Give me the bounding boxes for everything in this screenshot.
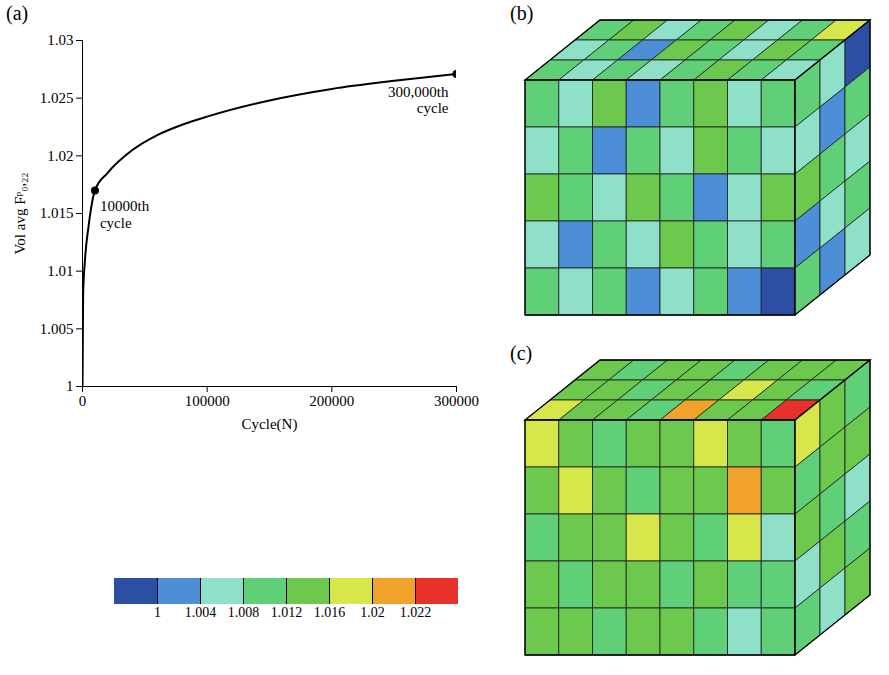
- svg-text:1.004: 1.004: [185, 605, 217, 620]
- svg-text:1.008: 1.008: [228, 605, 260, 620]
- svg-text:200000: 200000: [309, 393, 354, 409]
- html-text:(c): (c): [510, 342, 533, 364]
- svg-text:1.01: 1.01: [47, 263, 73, 279]
- svg-text:300000: 300000: [434, 393, 479, 409]
- svg-text:10000thcycle: 10000thcycle: [100, 198, 150, 231]
- svg-text:1.02: 1.02: [47, 148, 73, 164]
- svg-text:1: 1: [154, 605, 161, 620]
- svg-text:1.03: 1.03: [47, 32, 73, 48]
- svg-text:1: 1: [66, 378, 74, 394]
- svg-text:1.016: 1.016: [314, 605, 346, 620]
- svg-text:1.025: 1.025: [40, 90, 74, 106]
- svg-text:1.015: 1.015: [40, 205, 74, 221]
- svg-text:1.005: 1.005: [40, 321, 74, 337]
- svg-text:Vol avg Fᵖ₀,₂₂: Vol avg Fᵖ₀,₂₂: [12, 172, 28, 254]
- svg-text:1.012: 1.012: [271, 605, 303, 620]
- svg-text:100000: 100000: [185, 393, 230, 409]
- svg-text:300,000thcycle: 300,000thcycle: [388, 84, 449, 117]
- svg-text:1.02: 1.02: [360, 605, 385, 620]
- svg-text:0: 0: [79, 393, 87, 409]
- svg-text:1.022: 1.022: [400, 605, 432, 620]
- svg-text:Cycle(N): Cycle(N): [242, 416, 298, 433]
- html-text:(a): (a): [6, 2, 29, 24]
- html-text:(b): (b): [510, 2, 534, 24]
